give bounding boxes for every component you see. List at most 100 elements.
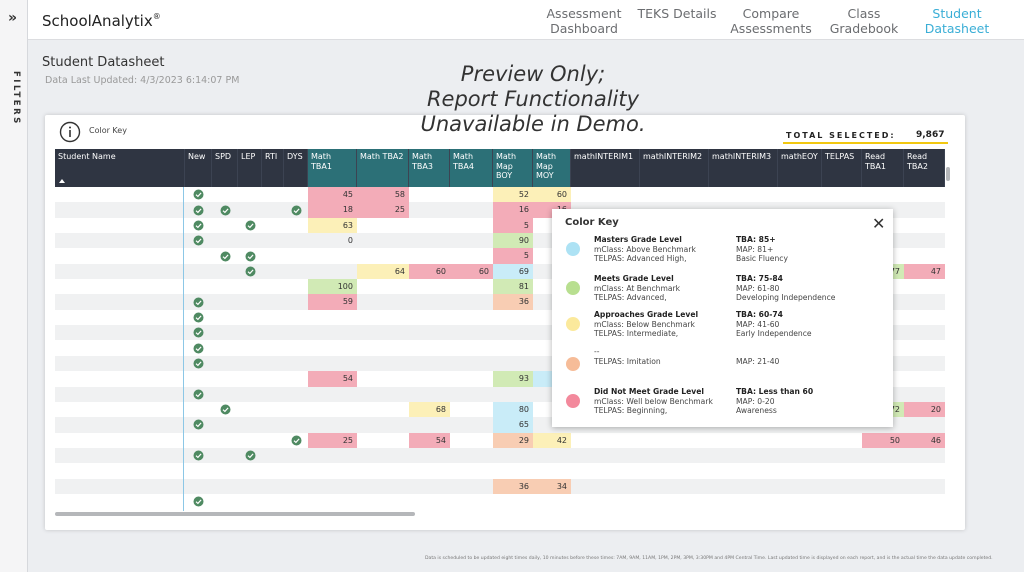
column-header[interactable]: Math TBA4	[450, 149, 493, 187]
key-text-left: Approaches Grade Level mClass: Below Benc…	[594, 310, 698, 339]
key-line: TBA: 85+	[736, 235, 776, 244]
score-cell: 59	[308, 294, 357, 310]
preview-overlay: Preview Only; Report Functionality Unavail…	[383, 62, 683, 137]
check-icon	[245, 266, 255, 277]
check-icon	[245, 251, 255, 262]
column-header[interactable]: TELPAS	[822, 149, 862, 187]
score-cell: 90	[493, 233, 533, 249]
key-line: mClass: At Benchmark	[594, 283, 681, 293]
key-dot	[566, 317, 580, 332]
score-cell: 18	[308, 202, 357, 218]
column-header[interactable]: SPD	[212, 149, 238, 187]
score-cell: 80	[493, 401, 533, 418]
key-text-right: TBA: Less than 60 MAP: 0-20 Awareness	[736, 387, 813, 416]
column-header[interactable]: mathEOY	[778, 149, 822, 187]
column-header[interactable]: Math Map MOY	[533, 149, 571, 187]
column-header[interactable]: mathINTERIM3	[709, 149, 778, 187]
column-header[interactable]: Math Map BOY	[493, 149, 533, 187]
key-text-left: -- TELPAS: Imitation	[594, 347, 661, 366]
column-header[interactable]: Math TBA2	[357, 149, 409, 187]
score-cell: 20	[904, 401, 945, 418]
score-cell: 5	[493, 248, 533, 264]
check-icon	[193, 312, 204, 323]
key-line: Awareness	[736, 406, 777, 416]
key-text-right: TBA: 60-74 MAP: 41-60 Early Independence	[736, 310, 812, 339]
total-value: 9,867	[916, 130, 945, 140]
score-cell: 69	[493, 263, 533, 280]
nav-item[interactable]: Student Datasheet	[924, 6, 990, 36]
total-underline	[783, 142, 948, 144]
key-line: TBA: 75-84	[736, 274, 783, 283]
score-cell: 25	[357, 202, 409, 218]
key-line: Meets Grade Level	[594, 274, 674, 283]
column-header[interactable]: LEP	[238, 149, 262, 187]
check-icon	[193, 235, 204, 246]
key-line: Approaches Grade Level	[594, 310, 699, 319]
score-cell: 0	[347, 236, 353, 246]
overlay-line: Unavailable in Demo.	[420, 112, 646, 136]
key-line: TBA: 60-74	[736, 310, 783, 319]
score-cell: 100	[308, 279, 357, 295]
key-dot	[566, 394, 580, 409]
score-cell: 46	[904, 432, 945, 448]
column-header[interactable]: mathINTERIM1	[571, 149, 640, 187]
expand-icon[interactable]: »	[8, 10, 18, 26]
filters-label[interactable]: FILTERS	[11, 71, 21, 126]
score-cell: 36	[493, 294, 533, 310]
score-cell: 25	[308, 432, 357, 448]
key-line: --	[594, 347, 600, 356]
column-header[interactable]: Student Name	[55, 149, 185, 187]
key-line: MAP: 61-80	[736, 283, 780, 293]
key-line: Developing Independence	[736, 293, 836, 303]
nav-item[interactable]: Assessment Dashboard	[546, 6, 622, 36]
check-icon	[193, 205, 204, 216]
check-icon	[291, 435, 301, 446]
check-icon	[193, 419, 204, 430]
nav-item[interactable]: Class Gradebook	[829, 6, 899, 36]
updated: Data Last Updated: 4/3/2023 6:14:07 PM	[45, 75, 240, 86]
info-icon[interactable]	[59, 121, 81, 143]
score-cell: 60	[409, 263, 450, 280]
key-line: TELPAS: Advanced High,	[594, 254, 687, 264]
score-cell: 34	[533, 478, 571, 494]
score-cell: 47	[904, 263, 945, 280]
color-key-button[interactable]: Color Key	[89, 126, 127, 135]
brand-mark: ®	[152, 12, 161, 21]
column-header[interactable]: DYS	[284, 149, 308, 187]
filters-pane[interactable]: » FILTERS	[0, 0, 28, 572]
score-cell: 42	[533, 432, 571, 448]
score-cell: 65	[493, 417, 533, 433]
table-row	[55, 463, 945, 479]
table-row	[55, 447, 945, 464]
key-line: MAP: 21-40	[736, 356, 780, 366]
column-header[interactable]: Read TBA1	[862, 149, 904, 187]
close-button[interactable]: ✕	[872, 214, 886, 233]
brand-name: SchoolAnalytix	[42, 12, 153, 30]
score-cell: 93	[493, 371, 533, 387]
check-icon	[193, 297, 204, 308]
key-line: mClass: Below Benchmark	[594, 319, 695, 329]
check-icon	[220, 205, 230, 216]
column-header[interactable]: New	[185, 149, 212, 187]
key-line: mClass: Above Benchmark	[594, 244, 696, 254]
check-icon	[220, 404, 230, 415]
check-icon	[245, 220, 255, 231]
nav-item[interactable]: Compare Assessments	[730, 6, 812, 36]
popup-title: Color Key	[565, 217, 619, 228]
key-line: Early Independence	[736, 329, 812, 339]
nav-item[interactable]: TEKS Details	[637, 6, 717, 21]
v-scrollbar[interactable]	[946, 167, 950, 181]
column-header[interactable]: Read TBA2	[904, 149, 945, 187]
check-icon	[193, 358, 204, 369]
score-cell: 5	[493, 217, 533, 234]
score-cell: 45	[308, 187, 357, 203]
h-scrollbar[interactable]	[55, 512, 415, 516]
column-header[interactable]: Math TBA1	[308, 149, 357, 187]
column-header[interactable]: RTI	[262, 149, 284, 187]
check-icon	[193, 343, 204, 354]
score-cell: 16	[493, 202, 533, 218]
column-header[interactable]: Math TBA3	[409, 149, 450, 187]
column-header[interactable]: mathINTERIM2	[640, 149, 709, 187]
score-cell: 54	[308, 371, 357, 387]
